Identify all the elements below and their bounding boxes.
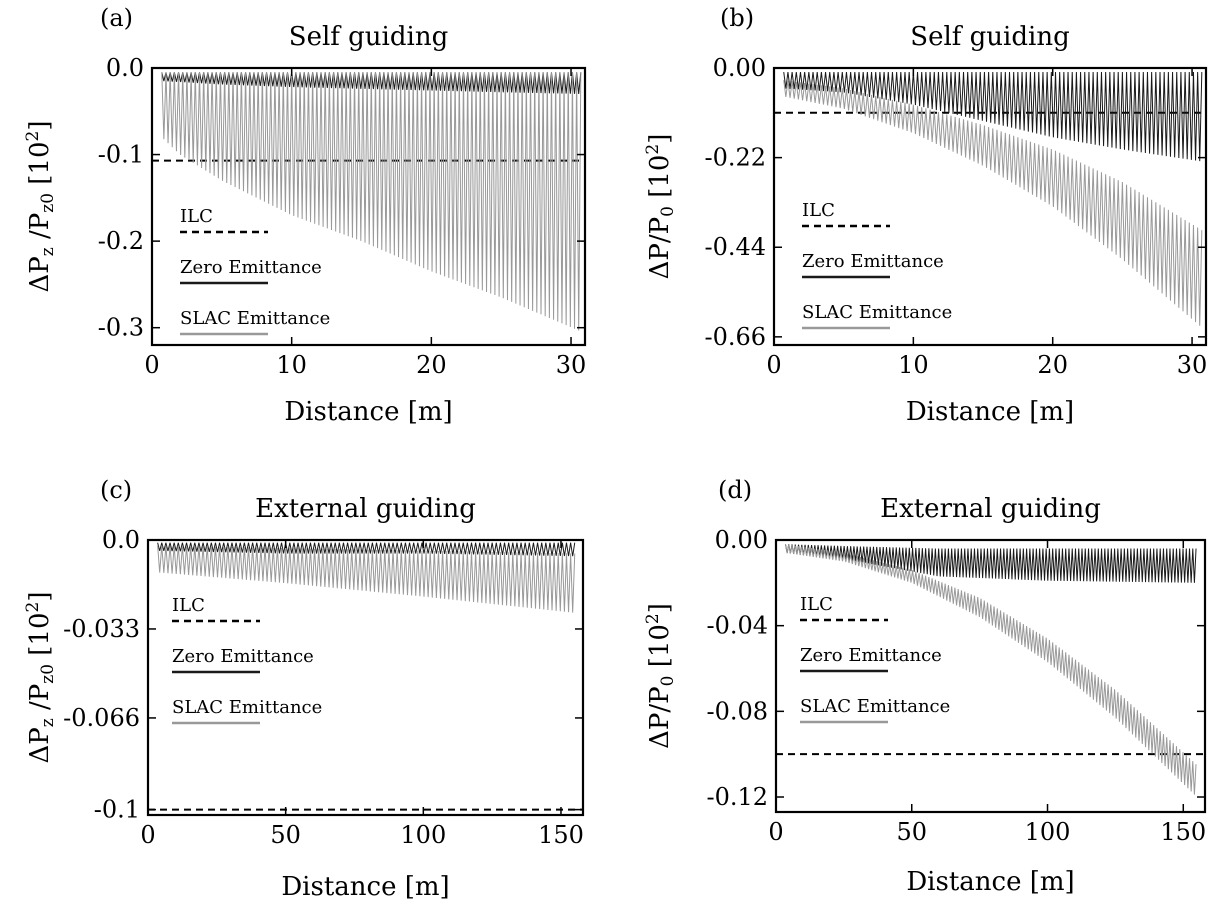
- y-tick-label: -0.08: [706, 697, 768, 725]
- plot-frame: [150, 66, 587, 347]
- x-tick-label: 50: [270, 821, 301, 849]
- x-axis-label: Distance [m]: [906, 397, 1074, 427]
- slac-emittance-series: [783, 80, 1203, 326]
- legend: ILC Zero Emittance SLAC Emittance: [800, 594, 950, 724]
- x-tick-label: 0: [144, 351, 159, 379]
- x-tick-label: 30: [1177, 351, 1208, 379]
- legend-label: Zero Emittance: [180, 257, 322, 278]
- x-tick-label: 30: [556, 351, 587, 379]
- chart-panel-b: (b) Self guiding 0 10 20 30 0.00 -0.22 -0.44 -0.6…: [643, 4, 1207, 427]
- panel-label: (c): [100, 476, 132, 504]
- legend-slac-emittance: SLAC Emittance: [180, 308, 330, 336]
- x-tick-label: 0: [768, 818, 783, 846]
- legend-label: SLAC Emittance: [802, 302, 952, 323]
- legend-label: ILC: [180, 206, 213, 227]
- panel-label: (d): [718, 476, 752, 504]
- legend-label: Zero Emittance: [802, 251, 944, 272]
- slac-emittance-series: [157, 545, 576, 613]
- legend-ilc: ILC: [800, 594, 888, 622]
- y-axis-label: ΔP/P0 [102]: [643, 134, 678, 280]
- y-tick-label: -0.12: [706, 783, 768, 811]
- legend-label: SLAC Emittance: [800, 696, 950, 717]
- y-tick-label: -0.04: [706, 612, 768, 640]
- x-axis-label: Distance [m]: [281, 872, 449, 902]
- legend: ILC Zero Emittance SLAC Emittance: [802, 200, 952, 330]
- plot-area: [152, 72, 585, 331]
- y-tick-label: -0.22: [704, 144, 766, 172]
- y-tick-label: -0.66: [704, 323, 766, 351]
- legend-label: ILC: [802, 200, 835, 221]
- plot-frame: [774, 538, 1207, 814]
- legend-label: ILC: [800, 594, 833, 615]
- y-axis-label: ΔPz /Pz0 [102]: [23, 591, 58, 763]
- y-tick-label: -0.1: [98, 141, 144, 169]
- x-tick-label: 20: [416, 351, 447, 379]
- legend: ILC Zero Emittance SLAC Emittance: [180, 206, 330, 336]
- x-tick-label: 20: [1037, 351, 1068, 379]
- legend-ilc: ILC: [172, 595, 260, 623]
- y-tick-label: 0.00: [715, 526, 768, 554]
- legend-ilc: ILC: [802, 200, 890, 228]
- chart-panel-d: (d) External guiding 0 50 100 150 0.00 -0.04 -0.…: [643, 476, 1206, 897]
- legend-label: SLAC Emittance: [172, 697, 322, 718]
- plot-frame: [772, 66, 1208, 347]
- legend-label: Zero Emittance: [800, 645, 942, 666]
- zero-emittance-series: [157, 542, 576, 557]
- zero-emittance-series: [783, 72, 1203, 162]
- x-tick-label: 50: [896, 818, 927, 846]
- legend-label: Zero Emittance: [172, 646, 314, 667]
- zero-emittance-series: [785, 544, 1197, 583]
- x-tick-label: 100: [1025, 818, 1071, 846]
- legend-label: ILC: [172, 595, 205, 616]
- x-tick-label: 10: [898, 351, 929, 379]
- legend-label: SLAC Emittance: [180, 308, 330, 329]
- y-tick-label: 0.0: [102, 526, 140, 554]
- y-tick-label: -0.44: [704, 233, 766, 261]
- panel-label: (b): [720, 4, 754, 32]
- y-tick-label: -0.3: [98, 314, 144, 342]
- legend-ilc: ILC: [180, 206, 268, 234]
- legend-zero-emittance: Zero Emittance: [180, 257, 322, 285]
- slac-emittance-series: [785, 544, 1197, 795]
- y-tick-label: 0.00: [713, 54, 766, 82]
- legend-slac-emittance: SLAC Emittance: [172, 697, 322, 725]
- x-tick-label: 0: [766, 351, 781, 379]
- legend-zero-emittance: Zero Emittance: [172, 646, 314, 674]
- x-tick-label: 100: [400, 821, 446, 849]
- y-axis-label: ΔPz /Pz0 [102]: [23, 120, 58, 292]
- x-tick-label: 150: [1160, 818, 1206, 846]
- chart-panel-c: (c) External guiding 0 50 100 150 0.0 -0.033 -0.…: [23, 476, 585, 902]
- legend-slac-emittance: SLAC Emittance: [800, 696, 950, 724]
- chart-title: Self guiding: [289, 22, 448, 52]
- y-tick-label: -0.2: [98, 227, 144, 255]
- chart-panel-a: (a) Self guiding 0 10 20 30 0.0 -0.1 -0.2 -0.3 Dis…: [23, 4, 586, 427]
- x-tick-label: 150: [538, 821, 584, 849]
- plot-area: [776, 544, 1205, 795]
- chart-title: Self guiding: [910, 22, 1069, 52]
- plot-frame: [146, 538, 585, 817]
- y-tick-label: -0.1: [94, 796, 140, 824]
- x-tick-label: 0: [140, 821, 155, 849]
- legend-zero-emittance: Zero Emittance: [800, 645, 942, 673]
- legend: ILC Zero Emittance SLAC Emittance: [172, 595, 322, 725]
- x-axis-label: Distance [m]: [284, 397, 452, 427]
- plot-area: [774, 72, 1206, 326]
- legend-zero-emittance: Zero Emittance: [802, 251, 944, 279]
- x-tick-label: 10: [276, 351, 307, 379]
- y-axis-label: ΔP/P0 [102]: [643, 603, 678, 749]
- chart-title: External guiding: [255, 494, 476, 524]
- panel-label: (a): [100, 4, 133, 32]
- y-tick-label: -0.033: [63, 615, 140, 643]
- legend-slac-emittance: SLAC Emittance: [802, 302, 952, 330]
- y-tick-label: -0.066: [63, 704, 140, 732]
- slac-emittance-series: [161, 72, 582, 331]
- plot-area: [148, 542, 583, 811]
- chart-title: External guiding: [880, 494, 1101, 524]
- x-axis-label: Distance [m]: [906, 867, 1074, 897]
- y-tick-label: 0.0: [106, 54, 144, 82]
